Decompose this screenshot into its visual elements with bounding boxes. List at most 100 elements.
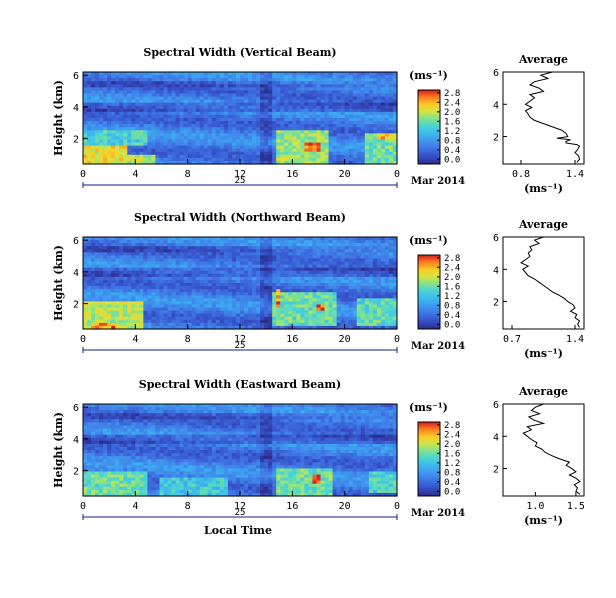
heatmap-cell xyxy=(139,90,144,95)
heatmap-cell xyxy=(195,261,201,266)
heatmap-cell xyxy=(87,465,92,469)
heatmap-cell xyxy=(304,160,310,165)
heatmap-cell xyxy=(304,289,310,293)
heatmap-cell xyxy=(328,270,334,275)
heatmap-cell xyxy=(211,316,217,321)
heatmap-cell xyxy=(103,261,108,266)
heatmap-cell xyxy=(123,136,128,141)
heatmap-cell xyxy=(183,292,189,296)
heatmap-cell xyxy=(171,99,177,104)
heatmap-cell xyxy=(280,261,285,266)
heatmap-cell xyxy=(111,90,116,95)
heatmap-cell xyxy=(231,286,237,290)
heatmap-cell xyxy=(240,142,245,147)
heatmap-cell xyxy=(264,121,269,125)
heatmap-cell xyxy=(107,243,112,247)
heatmap-cell xyxy=(312,99,318,104)
heatmap-cell xyxy=(151,273,157,278)
heatmap-cell xyxy=(260,258,265,263)
heatmap-cell xyxy=(380,283,386,287)
heatmap-cell xyxy=(115,87,120,91)
heatmap-cell xyxy=(344,289,350,293)
heatmap-cell xyxy=(207,154,213,159)
heatmap-cell xyxy=(348,292,354,296)
heatmap-cell xyxy=(380,136,386,141)
heatmap-cell xyxy=(143,99,149,104)
heatmap-cell xyxy=(284,90,289,95)
heatmap-cell xyxy=(384,151,390,156)
heatmap-cell xyxy=(328,295,334,299)
heatmap-cell xyxy=(368,108,374,113)
heatmap-cell xyxy=(352,264,358,269)
heatmap-cell xyxy=(227,237,233,241)
heatmap-cell xyxy=(348,298,354,302)
heatmap-cell xyxy=(292,111,297,116)
heatmap-cell xyxy=(276,154,281,159)
heatmap-cell xyxy=(276,90,281,95)
heatmap-cell xyxy=(340,237,346,241)
heatmap-cell xyxy=(272,102,277,107)
heatmap-cell xyxy=(392,298,398,302)
heatmap-cell xyxy=(215,102,221,107)
heatmap-cell xyxy=(332,75,338,79)
heatmap-cell xyxy=(268,121,273,125)
heatmap-cell xyxy=(127,279,132,284)
heatmap-cell xyxy=(199,252,205,256)
heatmap-cell xyxy=(187,96,193,101)
heatmap-cell xyxy=(147,298,153,302)
heatmap-cell xyxy=(215,84,221,88)
heatmap-cell xyxy=(248,75,253,79)
heatmap-cell xyxy=(384,124,390,128)
heatmap-cell xyxy=(244,133,249,137)
heatmap-cell xyxy=(320,310,326,315)
heatmap-cell xyxy=(268,243,273,247)
heatmap-cell xyxy=(163,108,169,113)
heatmap-cell xyxy=(139,145,144,150)
heatmap-cell xyxy=(296,276,301,281)
heatmap-cell xyxy=(312,325,318,330)
heatmap-cell xyxy=(199,154,205,159)
heatmap-cell xyxy=(328,96,334,101)
heatmap-cell xyxy=(87,486,92,491)
heatmap-cell xyxy=(392,124,398,128)
heatmap-cell xyxy=(211,322,217,327)
heatmap-cell xyxy=(167,114,173,119)
heatmap-cell xyxy=(147,237,153,241)
heatmap-cell xyxy=(223,151,229,156)
heatmap-cell xyxy=(248,81,253,85)
heatmap-cell xyxy=(87,416,92,420)
heatmap-cell xyxy=(352,111,358,116)
heatmap-cell xyxy=(332,258,338,263)
heatmap-cell xyxy=(360,151,366,156)
heatmap-cell xyxy=(183,286,189,290)
heatmap-cell xyxy=(235,273,241,278)
heatmap-cell xyxy=(380,99,386,104)
heatmap-cell xyxy=(199,264,205,269)
heatmap-cell xyxy=(288,78,293,82)
heatmap-cell xyxy=(87,75,92,79)
heatmap-cell xyxy=(288,261,293,266)
colorbar-segment xyxy=(418,275,440,278)
heatmap-cell xyxy=(284,286,289,290)
heatmap-cell xyxy=(87,81,92,85)
heatmap-cell xyxy=(223,84,229,88)
heatmap-cell xyxy=(380,313,386,318)
heatmap-cell xyxy=(183,243,189,247)
heatmap-cell xyxy=(211,304,217,309)
heatmap-cell xyxy=(83,87,88,91)
heatmap-cell xyxy=(308,72,314,76)
heatmap-cell xyxy=(304,87,310,91)
heatmap-cell xyxy=(231,151,237,156)
heatmap-cell xyxy=(95,410,100,414)
heatmap-cell xyxy=(99,255,104,260)
heatmap-cell xyxy=(103,307,108,312)
heatmap-cell xyxy=(248,145,253,150)
heatmap-cell xyxy=(155,84,161,88)
heatmap-cell xyxy=(159,81,165,85)
heatmap-cell xyxy=(91,307,96,312)
heatmap-cell xyxy=(151,145,157,150)
heatmap-cell xyxy=(292,139,297,144)
heatmap-cell xyxy=(312,105,318,110)
heatmap-cell xyxy=(103,279,108,284)
heatmap-cell xyxy=(99,81,104,85)
